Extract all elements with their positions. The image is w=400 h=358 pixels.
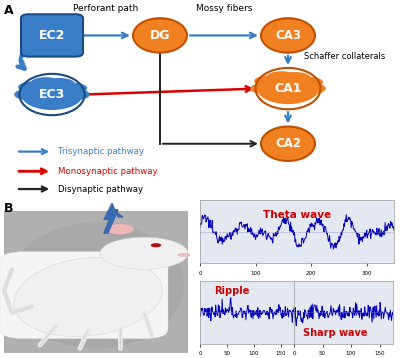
Ellipse shape <box>18 81 49 93</box>
Text: A: A <box>4 4 14 17</box>
Ellipse shape <box>106 224 134 234</box>
Text: Perforant path: Perforant path <box>73 4 139 13</box>
Text: CA3: CA3 <box>275 29 301 42</box>
Ellipse shape <box>250 83 274 94</box>
Ellipse shape <box>133 18 187 53</box>
FancyBboxPatch shape <box>0 252 168 339</box>
Ellipse shape <box>302 83 326 94</box>
Text: CA1: CA1 <box>274 82 302 95</box>
Text: EC3: EC3 <box>39 88 65 101</box>
Text: Sharp wave: Sharp wave <box>304 328 368 338</box>
Ellipse shape <box>178 253 190 256</box>
Ellipse shape <box>292 77 323 88</box>
Ellipse shape <box>56 83 87 94</box>
Ellipse shape <box>100 237 188 269</box>
Text: CA2: CA2 <box>275 137 301 150</box>
Text: Mossy fibers: Mossy fibers <box>196 4 252 13</box>
Ellipse shape <box>21 79 83 110</box>
FancyArrowPatch shape <box>18 47 27 69</box>
Text: Trisynaptic pathway: Trisynaptic pathway <box>58 147 144 156</box>
Ellipse shape <box>14 89 38 100</box>
Circle shape <box>151 243 161 247</box>
Ellipse shape <box>8 223 184 348</box>
Ellipse shape <box>30 77 61 89</box>
FancyBboxPatch shape <box>4 211 188 353</box>
Ellipse shape <box>280 72 311 84</box>
Text: DG: DG <box>150 29 170 42</box>
Ellipse shape <box>266 71 297 83</box>
Ellipse shape <box>257 73 319 104</box>
FancyBboxPatch shape <box>21 14 83 57</box>
Ellipse shape <box>66 89 90 100</box>
Ellipse shape <box>261 18 315 53</box>
Text: Disynaptic pathway: Disynaptic pathway <box>58 184 143 194</box>
Ellipse shape <box>261 126 315 161</box>
Text: B: B <box>4 202 14 215</box>
Text: Ripple: Ripple <box>214 286 250 296</box>
Text: Schaffer collaterals: Schaffer collaterals <box>304 52 385 61</box>
Ellipse shape <box>14 257 162 337</box>
Text: EC2: EC2 <box>39 29 65 42</box>
Polygon shape <box>104 203 123 233</box>
Ellipse shape <box>44 78 75 90</box>
Text: Monosynaptic pathway: Monosynaptic pathway <box>58 167 158 176</box>
Ellipse shape <box>254 76 285 87</box>
Text: Theta wave: Theta wave <box>263 210 331 220</box>
